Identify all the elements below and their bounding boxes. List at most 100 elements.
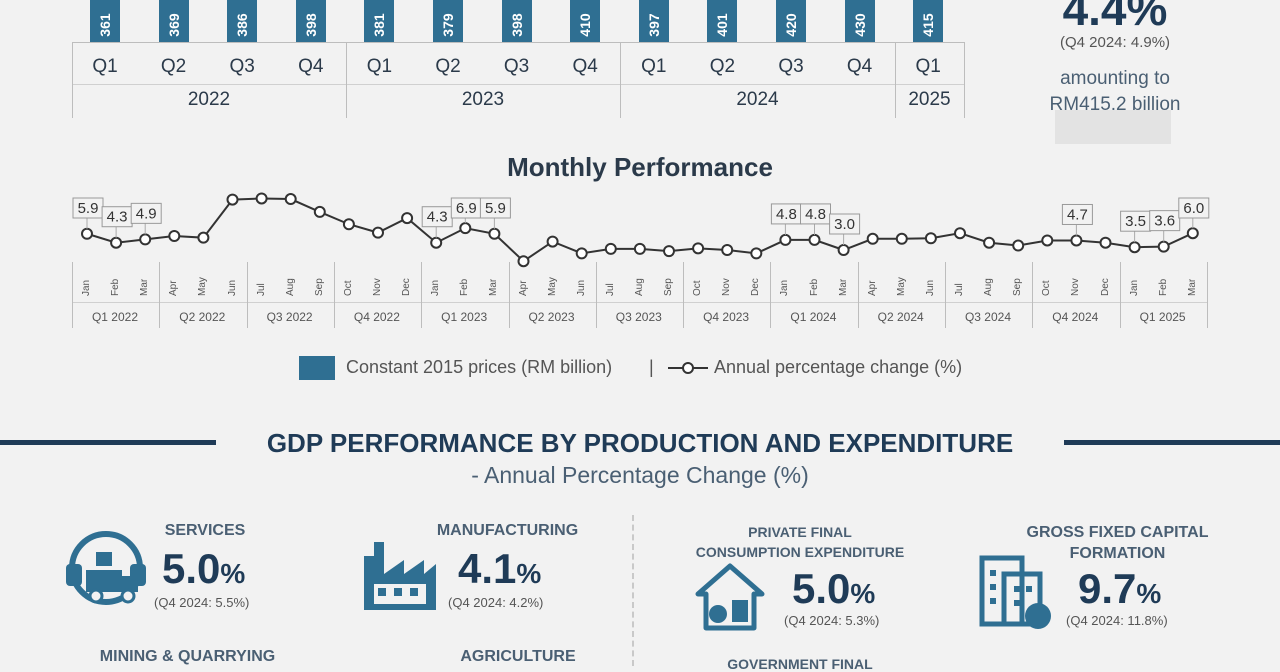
data-label: 4.8 [805,206,826,223]
month-label: Apr [517,280,529,296]
quarter-group-label: Q4 2024 [1052,310,1099,324]
month-label: Feb [808,278,820,296]
legend-separator: | [649,357,654,377]
data-point [983,236,996,249]
quarter-bar: 397 [638,0,669,42]
data-point [837,244,850,256]
data-point [284,193,297,206]
month-label: Dec [1099,278,1111,296]
quarter-divider [72,262,73,328]
data-point [692,242,705,255]
quarter-divider [1206,262,1208,328]
month-axis-line [72,302,1208,303]
year-divider [895,42,896,118]
quarter-bar: 420 [776,0,806,42]
quarter-bar-value: 401 [714,13,731,37]
quarter-label: Q3 [503,56,530,77]
data-point [1099,236,1112,249]
quarter-group-label: Q2 2023 [528,310,575,324]
column-divider [632,515,634,666]
data-point [168,230,181,242]
factory-icon [364,542,436,610]
data-point [779,233,792,246]
quarter-group-label: Q4 2022 [353,310,400,324]
data-label: 3.6 [1154,213,1175,230]
month-label: Mar [837,278,849,296]
quarter-bar: 386 [227,0,258,42]
month-label: Dec [750,278,762,296]
quarter-bar-value: 361 [97,13,113,37]
monthly-title: Monthly Performance [507,152,773,182]
quarter-bar: 401 [707,0,738,42]
month-label: Feb [110,278,122,296]
year-divider [964,42,965,118]
data-point [546,235,559,248]
month-label: Oct [1041,280,1053,296]
quarter-divider [945,262,946,328]
services-truck-icon [66,531,146,605]
gfcf-title-line1: GROSS FIXED CAPITAL [1026,524,1209,541]
quarter-label: Q3 [229,56,255,77]
data-point [401,212,414,225]
manufacturing-value: 4.1% [458,545,542,592]
pfce-title: PRIVATE FINAL CONSUMPTION EXPENDITURE [680,522,920,562]
quarter-bar: 381 [364,0,395,42]
month-label: Jan [779,279,791,296]
section-rule-right [1064,440,1280,445]
quarter-group-label: Q1 2022 [91,310,139,324]
data-point [866,232,879,245]
quarter-divider [421,262,423,328]
agriculture-title: AGRICULTURE [460,648,576,665]
quarter-label: Q2 [435,56,461,77]
month-label: Jul [604,283,616,296]
gfcf-prev: (Q4 2024: 11.8%) [1066,613,1168,628]
month-label: Nov [1070,278,1082,296]
data-label: 4.3 [427,209,448,226]
data-point [604,242,617,255]
data-point [808,233,821,246]
data-point [1012,239,1025,252]
quarter-group-label: Q3 2023 [615,310,662,324]
headline-line1: amounting to [1060,68,1170,89]
data-point [488,227,501,240]
year-label: 2025 [908,89,951,110]
data-label: 3.5 [1125,213,1146,230]
axis-mid-line [72,84,964,85]
data-point [139,233,152,246]
quarter-label: Q4 [846,56,873,77]
data-point [342,218,355,231]
month-label: Mar [488,278,500,296]
quarter-label: Q3 [778,56,804,77]
data-label: 4.8 [776,206,797,223]
quarter-bar-value: 369 [165,13,182,37]
quarter-bar: 379 [433,0,463,42]
pfce-title-line1: PRIVATE FINAL [748,524,852,540]
data-label-box [1178,197,1210,219]
month-label: Sep [313,278,325,296]
month-label: May [546,277,558,296]
month-label: Jun [924,279,936,296]
month-label: May [197,277,209,296]
data-label: 4.9 [136,205,157,222]
quarter-group-label: Q3 2024 [964,310,1012,324]
month-label: Jun [226,279,238,296]
quarter-label: Q1 [92,56,118,77]
section-rule-left [0,440,216,445]
year-label: 2024 [736,89,779,110]
legend-bar-label: Constant 2015 prices (RM billion) [346,357,613,377]
quarter-label: Q1 [915,56,941,77]
month-label: Sep [1012,278,1024,296]
quarter-bar-value: 398 [508,13,525,37]
quarter-group-label: Q1 2025 [1139,310,1186,324]
data-label-box [479,197,511,219]
gfcf-value: 9.7% [1078,565,1162,612]
services-value: 5.0% [162,545,246,592]
quarter-divider [1119,262,1121,328]
data-point [663,245,675,258]
data-label: 5.9 [485,200,506,217]
quarter-bar: 415 [913,0,944,42]
month-label: Nov [721,278,733,296]
month-label: Jul [255,283,267,296]
data-point [372,226,384,239]
data-point [721,244,734,256]
